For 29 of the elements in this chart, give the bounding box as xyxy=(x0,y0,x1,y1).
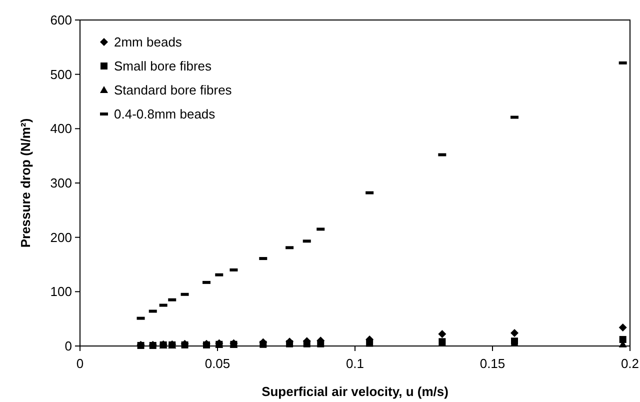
point xyxy=(286,340,294,348)
x-tick-label: 0.15 xyxy=(480,356,506,371)
legend-label: 2mm beads xyxy=(114,34,182,50)
legend-label: Small bore fibres xyxy=(114,58,212,74)
legend-label: 0.4-0.8mm beads xyxy=(114,106,216,122)
y-tick-label: 100 xyxy=(50,284,72,300)
point xyxy=(438,330,446,338)
y-tick-label: 400 xyxy=(50,121,72,136)
point xyxy=(260,340,267,348)
point xyxy=(619,336,626,343)
y-tick-label: 0 xyxy=(64,338,72,354)
x-tick-label: 0.2 xyxy=(620,356,640,371)
y-axis-title: Pressure drop (N/m²) xyxy=(18,118,33,248)
x-tick-label: 0.05 xyxy=(204,356,230,371)
point xyxy=(137,342,144,349)
y-tick-label: 500 xyxy=(50,66,72,82)
y-tick-label: 200 xyxy=(50,230,72,245)
point xyxy=(510,328,518,337)
x-tick-label: 0.1 xyxy=(346,356,364,371)
legend-label: Standard bore fibres xyxy=(114,82,232,98)
point xyxy=(149,342,156,349)
x-tick-label: 0 xyxy=(76,356,84,371)
point xyxy=(303,340,310,348)
point xyxy=(317,340,324,348)
y-tick-label: 300 xyxy=(50,176,72,191)
y-tick-label: 600 xyxy=(50,12,72,28)
point xyxy=(366,340,374,347)
point xyxy=(618,324,627,332)
x-axis-title: Superficial air velocity, u (m/s) xyxy=(262,384,448,399)
